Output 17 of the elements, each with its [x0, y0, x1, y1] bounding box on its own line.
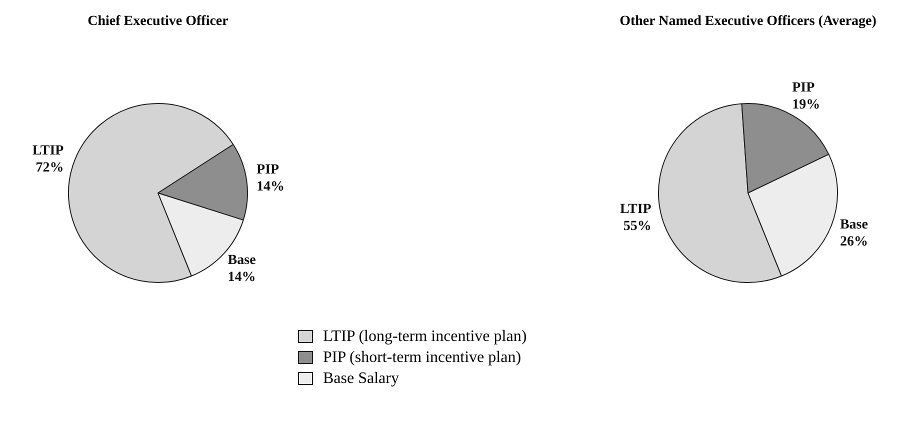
- slice-label: Base: [228, 252, 256, 268]
- data-label: 14%: [256, 179, 285, 194]
- category-label: LTIP (long-term incentive plan): [323, 328, 527, 346]
- slice-label: PIP: [792, 80, 816, 96]
- category-label: Base Salary: [323, 370, 399, 388]
- data-label: 14%: [228, 270, 256, 285]
- chart-title: Other Named Executive Officers (Average): [618, 14, 878, 30]
- slice-label: LTIP: [32, 143, 64, 158]
- category-label: PIP (short-term incentive plan): [323, 348, 522, 366]
- slice-label: LTIP: [620, 202, 652, 218]
- slice-label: PIP: [256, 162, 280, 178]
- chart-title: Chief Executive Officer: [86, 14, 230, 30]
- slice-label: Base: [840, 217, 868, 232]
- data-label: 26%: [840, 234, 868, 250]
- data-label: 72%: [36, 160, 64, 176]
- data-label: 55%: [623, 219, 652, 234]
- data-label: 19%: [792, 98, 820, 113]
